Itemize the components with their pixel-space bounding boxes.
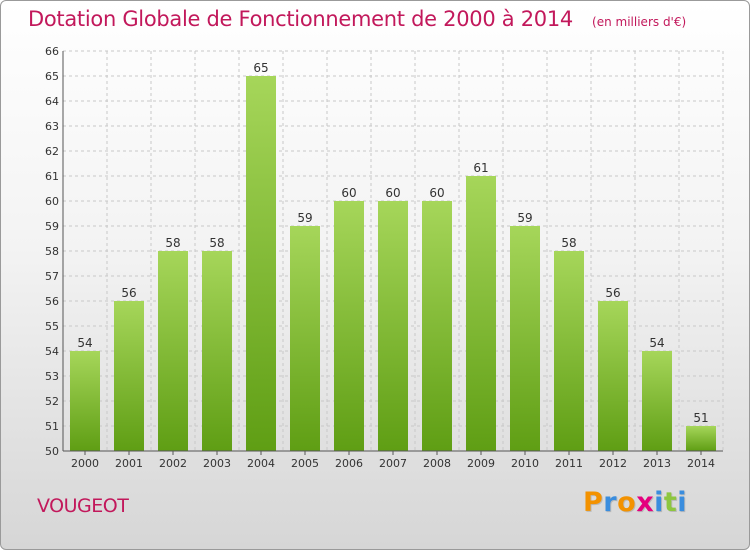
bar: [378, 201, 408, 451]
bar: [686, 426, 716, 451]
data-label: 60: [385, 186, 400, 200]
x-tick-label: 2001: [115, 457, 143, 470]
bar: [114, 301, 144, 451]
bar: [158, 251, 188, 451]
data-label: 56: [121, 286, 136, 300]
bar: [202, 251, 232, 451]
x-tick-label: 2000: [71, 457, 99, 470]
bar: [290, 226, 320, 451]
bar: [554, 251, 584, 451]
data-label: 51: [693, 411, 708, 425]
brand-letter: x: [636, 487, 655, 518]
y-tick-label: 63: [45, 120, 59, 133]
data-label: 59: [297, 211, 312, 225]
data-label: 61: [473, 161, 488, 175]
y-tick-label: 54: [45, 345, 59, 358]
y-tick-label: 53: [45, 370, 59, 383]
y-tick-label: 50: [45, 445, 59, 458]
x-tick-label: 2010: [511, 457, 539, 470]
brand-logo[interactable]: Proxiti: [583, 487, 687, 518]
y-tick-label: 60: [45, 195, 59, 208]
y-tick-label: 56: [45, 295, 59, 308]
x-tick-label: 2014: [687, 457, 715, 470]
x-tick-label: 2013: [643, 457, 671, 470]
x-tick-label: 2004: [247, 457, 275, 470]
y-tick-label: 51: [45, 420, 59, 433]
y-tick-label: 62: [45, 145, 59, 158]
bar: [642, 351, 672, 451]
commune-name: VOUGEOT: [37, 495, 129, 517]
bars-layer: [70, 76, 716, 451]
brand-letter: P: [583, 487, 604, 518]
labels-layer: 54 56 58 58 65 59 60 60 60 61 59 58 56 54 51: [77, 61, 708, 425]
x-tick-label: 2006: [335, 457, 363, 470]
data-label: 54: [77, 336, 92, 350]
y-tick-label: 61: [45, 170, 59, 183]
x-tick-label: 2009: [467, 457, 495, 470]
data-label: 60: [341, 186, 356, 200]
bar: [70, 351, 100, 451]
data-label: 54: [649, 336, 664, 350]
chart-subtitle: (en milliers d'€): [592, 15, 687, 29]
y-tick-label: 66: [45, 45, 59, 58]
y-tick-label: 57: [45, 270, 59, 283]
bar: [510, 226, 540, 451]
brand-letter: o: [617, 487, 637, 518]
x-tick-label: 2002: [159, 457, 187, 470]
y-tick-label: 52: [45, 395, 59, 408]
x-tick-label: 2011: [555, 457, 583, 470]
title-row: Dotation Globale de Fonctionnement de 20…: [28, 7, 686, 31]
data-label: 59: [517, 211, 532, 225]
x-tick-label: 2005: [291, 457, 319, 470]
y-tick-label: 55: [45, 320, 59, 333]
brand-letter: r: [603, 487, 618, 518]
brand-letter: t: [663, 487, 678, 518]
y-tick-label: 65: [45, 70, 59, 83]
chart-title: Dotation Globale de Fonctionnement de 20…: [28, 7, 573, 31]
brand-letter: i: [654, 487, 664, 518]
axis-layer: 50 51 52 53 54 55 56 57 58 59 60 61 62 63 64 65 66 2000 20…: [45, 45, 723, 470]
y-tick-label: 64: [45, 95, 59, 108]
x-tick-label: 2008: [423, 457, 451, 470]
bar: [598, 301, 628, 451]
bar: [422, 201, 452, 451]
brand-letter: i: [677, 487, 688, 518]
bar: [466, 176, 496, 451]
y-tick-label: 59: [45, 220, 59, 233]
data-label: 56: [605, 286, 620, 300]
x-tick-label: 2003: [203, 457, 231, 470]
data-label: 58: [561, 236, 576, 250]
bar: [246, 76, 276, 451]
data-label: 58: [165, 236, 180, 250]
y-tick-label: 58: [45, 245, 59, 258]
data-label: 60: [429, 186, 444, 200]
data-label: 65: [253, 61, 268, 75]
bar: [334, 201, 364, 451]
data-label: 58: [209, 236, 224, 250]
x-tick-label: 2007: [379, 457, 407, 470]
x-tick-label: 2012: [599, 457, 627, 470]
